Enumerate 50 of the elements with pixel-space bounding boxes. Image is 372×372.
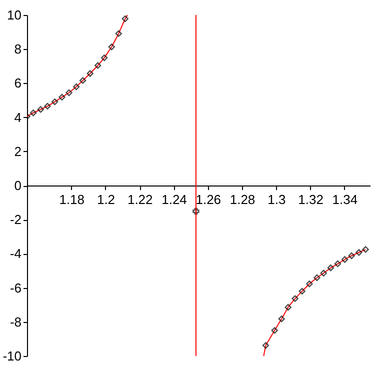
x-tick-label: 1.34 (332, 192, 358, 207)
y-tick-label: -4 (10, 246, 22, 262)
y-tick-label: -8 (10, 314, 22, 330)
point (72, 83, 80, 90)
y-tick-label: 10 (7, 8, 22, 22)
x-tick-label: 1.32 (298, 192, 324, 207)
x-tick-label: 1.22 (127, 192, 153, 207)
point (341, 256, 348, 263)
point (37, 106, 44, 113)
y-tick-label: 6 (14, 76, 22, 91)
point (262, 342, 270, 349)
point (271, 327, 278, 334)
point (58, 94, 66, 101)
point (314, 274, 320, 282)
point (30, 110, 37, 116)
x-tick-label: 1.28 (230, 192, 256, 207)
x-tick-label: 1.18 (59, 192, 85, 207)
point (115, 30, 122, 37)
point (292, 295, 298, 302)
point (108, 44, 115, 50)
point (298, 288, 306, 295)
point (94, 62, 102, 69)
point (327, 264, 334, 272)
point (86, 70, 94, 77)
point (44, 102, 51, 110)
x-tick-label: 1.2 (96, 192, 116, 207)
point (79, 77, 86, 84)
point (100, 54, 108, 62)
point (278, 315, 285, 322)
x-tick-label: 1.24 (162, 192, 187, 207)
y-tick-label: 8 (14, 42, 22, 57)
point (284, 304, 292, 311)
point (66, 89, 72, 96)
y-tick-label: 2 (14, 144, 22, 159)
point (356, 249, 362, 256)
point (334, 260, 342, 268)
y-tick-label: -2 (10, 212, 22, 228)
point (122, 15, 128, 22)
point (320, 270, 327, 276)
x-tick-label: 1.26 (196, 192, 222, 207)
y-tick-label: 4 (14, 110, 22, 125)
point (362, 246, 369, 253)
x-tick-label: 1.3 (268, 192, 286, 207)
point (348, 252, 355, 260)
point (306, 280, 313, 288)
point (51, 98, 58, 106)
y-tick-label: -6 (10, 280, 22, 296)
point (192, 208, 200, 215)
y-tick-label: -10 (2, 348, 22, 364)
y-tick-label: 0 (14, 178, 22, 193)
